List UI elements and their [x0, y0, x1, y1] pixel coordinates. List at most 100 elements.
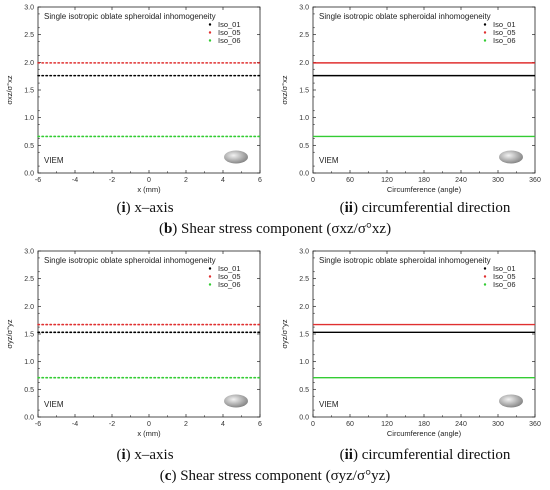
- y-tick-label: 2.5: [24, 32, 34, 39]
- x-tick-label: 120: [381, 421, 393, 428]
- chart-svg: Single isotropic oblate spheroidal inhom…: [5, 249, 262, 439]
- x-tick-label: -2: [109, 177, 115, 184]
- legend-marker: [208, 275, 212, 278]
- y-axis-label: σyz/σ°yz: [5, 319, 14, 349]
- plot-frame: [312, 250, 536, 418]
- y-tick-label: 1.0: [299, 359, 309, 366]
- subcaption-numeral: ii: [344, 200, 353, 216]
- legend-marker: [483, 23, 487, 26]
- chart-panel-b-i: Single isotropic oblate spheroidal inhom…: [0, 0, 275, 200]
- y-tick-label: 0.0: [299, 171, 309, 178]
- spheroid-icon: [499, 394, 523, 408]
- chart-panel-c-ii: Single isotropic oblate spheroidal inhom…: [275, 244, 550, 444]
- subcaption-numeral: ii: [344, 447, 353, 463]
- method-label: VIEM: [319, 156, 339, 165]
- row-caption-letter: b: [163, 221, 173, 237]
- legend-label: Iso_01: [493, 20, 516, 29]
- subcaption-c-ii: (ii) circumferential direction: [339, 447, 511, 463]
- y-tick-label: 2.0: [24, 304, 34, 311]
- x-tick-label: 60: [346, 177, 354, 184]
- row-caption-text: Shear stress component (σyz/σ°yz): [180, 468, 391, 484]
- chart-svg: Single isotropic oblate spheroidal inhom…: [280, 5, 541, 195]
- x-axis-label: Circumference (angle): [387, 429, 462, 438]
- subcaption-b-ii: (ii) circumferential direction: [339, 200, 511, 216]
- method-label: VIEM: [319, 400, 339, 409]
- y-tick-label: 3.0: [24, 5, 34, 12]
- legend-label: Iso_05: [493, 272, 516, 281]
- x-axis-label: x (mm): [137, 185, 161, 194]
- row-caption-b: (b) Shear stress component (σxz/σ°xz): [158, 221, 392, 237]
- x-tick-label: 4: [221, 421, 225, 428]
- x-tick-label: 360: [529, 177, 541, 184]
- y-tick-label: 3.0: [24, 249, 34, 256]
- y-axis-label: σxz/σ°xz: [280, 75, 289, 105]
- legend-marker: [483, 283, 487, 286]
- subcaption-text: x–axis: [134, 200, 174, 216]
- x-tick-label: -4: [72, 177, 78, 184]
- y-tick-label: 0.5: [24, 387, 34, 394]
- chart-title: Single isotropic oblate spheroidal inhom…: [319, 256, 491, 265]
- y-tick-label: 2.0: [299, 60, 309, 67]
- x-tick-label: 2: [184, 177, 188, 184]
- x-tick-label: 240: [455, 421, 467, 428]
- legend-marker: [208, 283, 212, 286]
- y-tick-label: 2.0: [24, 60, 34, 67]
- x-tick-label: -6: [35, 177, 41, 184]
- x-tick-label: 0: [311, 421, 315, 428]
- spheroid-icon: [499, 150, 523, 164]
- x-tick-label: 120: [381, 177, 393, 184]
- plot-frame: [37, 250, 261, 418]
- y-tick-label: 0.0: [24, 171, 34, 178]
- legend-label: Iso_01: [218, 20, 241, 29]
- plot-frame: [37, 6, 261, 174]
- legend-label: Iso_05: [218, 28, 241, 37]
- y-tick-label: 1.5: [299, 332, 309, 339]
- y-tick-label: 1.5: [299, 88, 309, 95]
- subcaption-b-i: (i) x–axis: [116, 200, 174, 216]
- y-tick-label: 1.5: [24, 332, 34, 339]
- y-tick-label: 0.0: [299, 415, 309, 422]
- legend-label: Iso_06: [218, 280, 241, 289]
- x-tick-label: 0: [147, 177, 151, 184]
- legend-marker: [483, 267, 487, 270]
- legend-label: Iso_05: [218, 272, 241, 281]
- x-tick-label: 2: [184, 421, 188, 428]
- x-tick-label: 0: [311, 177, 315, 184]
- y-tick-label: 0.0: [24, 415, 34, 422]
- row-caption-letter: c: [164, 468, 172, 484]
- legend-marker: [483, 31, 487, 34]
- plot-frame: [312, 6, 536, 174]
- chart-panel-c-i: Single isotropic oblate spheroidal inhom…: [0, 244, 275, 444]
- x-tick-label: 240: [455, 177, 467, 184]
- legend-marker: [208, 23, 212, 26]
- x-axis-label: Circumference (angle): [387, 185, 462, 194]
- x-tick-label: -6: [35, 421, 41, 428]
- chart-panel-b-ii: Single isotropic oblate spheroidal inhom…: [275, 0, 550, 200]
- y-tick-label: 0.5: [299, 143, 309, 150]
- legend-label: Iso_06: [493, 280, 516, 289]
- x-tick-label: 6: [258, 177, 262, 184]
- y-axis-label: σyz/σ°yz: [280, 319, 289, 349]
- subcaption-text: x–axis: [134, 447, 174, 463]
- legend-marker: [208, 31, 212, 34]
- y-tick-label: 2.5: [299, 32, 309, 39]
- spheroid-icon: [224, 394, 248, 408]
- chart-title: Single isotropic oblate spheroidal inhom…: [44, 12, 216, 21]
- x-tick-label: 180: [418, 177, 430, 184]
- y-tick-label: 1.0: [24, 115, 34, 122]
- x-axis-label: x (mm): [137, 429, 161, 438]
- chart-svg: Single isotropic oblate spheroidal inhom…: [280, 249, 541, 439]
- subcaption-text: circumferential direction: [361, 447, 511, 463]
- subcaption-numeral: i: [121, 200, 126, 216]
- y-axis-label: σxz/σ°xz: [5, 75, 14, 105]
- y-tick-label: 1.0: [299, 115, 309, 122]
- y-tick-label: 0.5: [24, 143, 34, 150]
- x-tick-label: 6: [258, 421, 262, 428]
- legend-marker: [483, 275, 487, 278]
- y-tick-label: 0.5: [299, 387, 309, 394]
- chart-title: Single isotropic oblate spheroidal inhom…: [44, 256, 216, 265]
- subcaption-numeral: i: [121, 447, 126, 463]
- x-tick-label: -4: [72, 421, 78, 428]
- legend-label: Iso_06: [493, 36, 516, 45]
- x-tick-label: 300: [492, 421, 504, 428]
